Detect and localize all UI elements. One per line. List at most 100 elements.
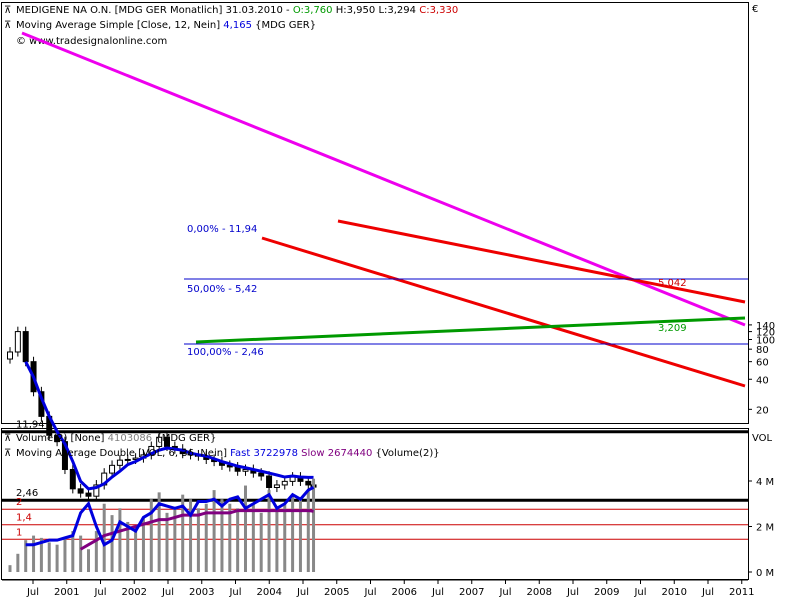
time-tick-label: 2007	[459, 587, 484, 598]
volume-tick-label: 0 M	[756, 568, 774, 579]
volume-bar	[196, 508, 200, 572]
volume-legend-text: Volume(2) [None] 4103086 {MDG GER}	[16, 433, 216, 444]
volume-bar	[204, 503, 208, 572]
volume-bar	[149, 499, 153, 572]
price-tick-label: 100	[756, 336, 775, 347]
volume-bar	[181, 494, 185, 572]
time-tick-label: Jul	[363, 587, 376, 598]
level-label: 2	[16, 497, 22, 508]
volume-fast-ma	[25, 486, 315, 547]
volume-bar	[8, 565, 12, 572]
time-tick-label: 2001	[54, 587, 79, 598]
volume-ma-toggle-icon[interactable]: ⊼	[4, 448, 11, 459]
time-tick-label: Jul	[701, 587, 714, 598]
volume-bar	[71, 531, 75, 572]
magenta-trendline	[21, 31, 746, 327]
symbol-text: MEDIGENE NA O.N. [MDG GER Monatlich] 31.…	[16, 5, 458, 16]
volume-bar	[298, 499, 302, 572]
candle-body	[109, 464, 116, 474]
candle-body	[156, 436, 163, 447]
candle-body	[164, 436, 170, 447]
volume-bar	[87, 549, 90, 572]
volume-bar	[312, 478, 316, 572]
green-support-line	[195, 316, 746, 344]
volume-bar	[173, 508, 177, 572]
volume-bar	[134, 526, 138, 572]
volume-header: Volume(2) [None] 4103086 {MDG GER} Movin…	[16, 433, 440, 459]
volume-bar	[267, 490, 271, 572]
volume-bar	[24, 540, 28, 572]
time-tick-label: 2002	[122, 587, 147, 598]
volume-tick-label: 4 M	[756, 477, 774, 488]
volume-bar	[126, 521, 130, 572]
volume-toggle-icon[interactable]: ⊼	[4, 433, 11, 444]
time-tick-label: 2011	[729, 587, 754, 598]
fib-0-label: 0,00% - 11,94	[187, 224, 257, 235]
volume-bars	[8, 478, 316, 572]
candle-body	[305, 480, 312, 486]
volume-bar	[165, 512, 169, 572]
volume-bar	[63, 537, 67, 572]
candle-body	[93, 484, 100, 497]
volume-bar	[39, 537, 43, 572]
time-tick-label: 2009	[594, 587, 619, 598]
price-header: MEDIGENE NA O.N. [MDG GER Monatlich] 31.…	[16, 5, 458, 47]
candle-body	[22, 331, 29, 363]
time-tick-label: 2010	[662, 587, 687, 598]
volume-bar	[102, 503, 106, 572]
volume-bar	[291, 494, 295, 572]
price-tick-label: 60	[756, 358, 769, 369]
volume-bar	[220, 499, 224, 572]
volume-bar	[251, 503, 255, 572]
volume-bar	[244, 485, 247, 572]
price-panel-frame	[1, 2, 749, 424]
price-tick-label: 140	[756, 321, 775, 332]
candle-body	[124, 458, 131, 461]
time-tick-label: Jul	[633, 587, 646, 598]
candle-body	[85, 492, 92, 497]
price-unit: €	[752, 4, 758, 15]
time-tick-label: Jul	[228, 587, 241, 598]
candle-body	[266, 475, 273, 489]
ma-toggle-icon[interactable]: ⊼	[4, 20, 11, 31]
red-channel-upper	[337, 219, 746, 304]
volume-bar	[259, 512, 263, 572]
volume-bar	[110, 515, 114, 572]
price-tick-label: 120	[756, 328, 775, 339]
time-tick-label: 2005	[324, 587, 349, 598]
time-tick-label: 2004	[257, 587, 282, 598]
time-tick-label: Jul	[26, 587, 39, 598]
price-tick-label: 80	[756, 345, 769, 356]
volume-bar	[228, 503, 232, 572]
volume-bar	[189, 499, 193, 572]
volume-tick-label: 2 M	[756, 523, 774, 534]
volume-bar	[236, 508, 240, 572]
volume-bar	[16, 553, 20, 572]
price-tick-label: 40	[756, 375, 769, 386]
marker-upper-label: 5,042	[658, 278, 687, 289]
candle-body	[273, 484, 280, 489]
volume-panel-frame	[1, 428, 749, 580]
volume-bar	[118, 508, 122, 572]
level-label: 1,4	[16, 513, 32, 524]
volume-ma-legend-text: Moving Average Double [VOL, 6, 36, Nein]…	[16, 448, 440, 459]
volume-bar	[283, 503, 287, 572]
candle-body	[242, 468, 249, 472]
moving-average-line	[24, 360, 314, 491]
candle-body	[69, 468, 76, 490]
volume-slow-ma	[79, 509, 314, 551]
volume-unit: VOL	[752, 433, 773, 444]
volume-bar	[55, 544, 59, 572]
expand-toggle-icon[interactable]: ⊼	[4, 5, 11, 16]
volume-bar	[275, 508, 279, 572]
level-label: 2,46	[16, 488, 38, 499]
candle-body	[258, 472, 265, 477]
time-tick-label: Jul	[498, 587, 511, 598]
time-tick-label: 2006	[392, 587, 417, 598]
candle-body	[54, 434, 61, 443]
volume-axis: 4 M 2 M 0 M	[748, 477, 774, 579]
candle-body	[116, 459, 123, 466]
ma-legend-text: Moving Average Simple [Close, 12, Nein] …	[16, 20, 316, 31]
